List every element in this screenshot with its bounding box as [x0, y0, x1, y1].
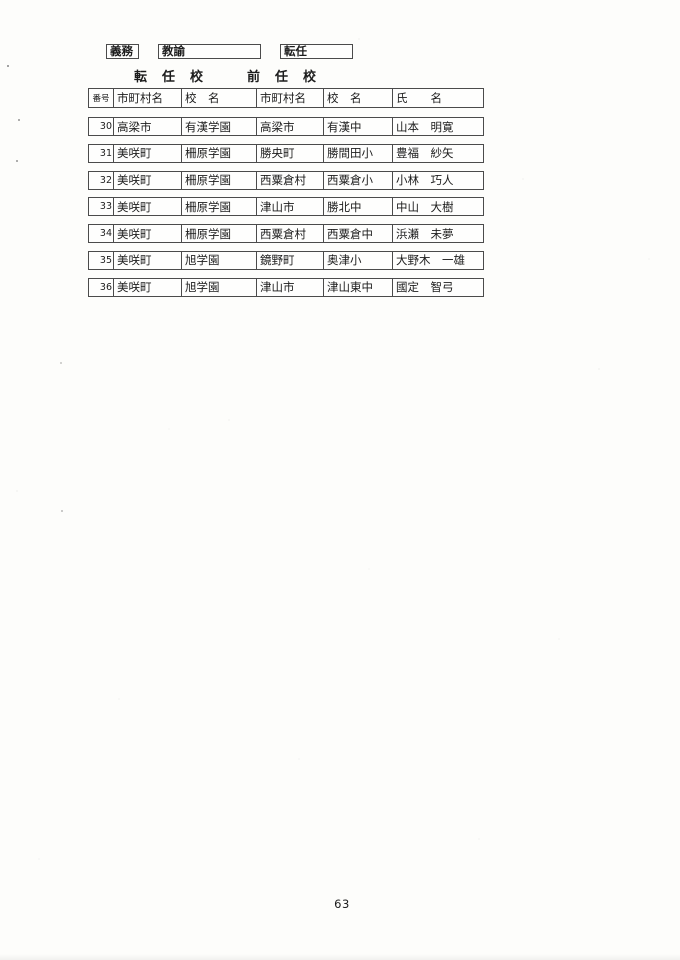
table-row: 32 美咲町 柵原学園 西粟倉村 西粟倉小 小林 巧人: [88, 170, 484, 190]
cell-prev-school: 有漢中: [324, 118, 393, 135]
cell-name: 大野木 一雄: [396, 253, 465, 268]
cell-prev-school: 勝間田小: [324, 144, 393, 162]
scan-edge-shadow: [0, 954, 680, 960]
cell-prev-school: 津山東中: [324, 278, 393, 296]
cell-prev-city: 勝央町: [257, 144, 324, 162]
table-row: 36 美咲町 旭学園 津山市 津山東中 國定 智弓: [88, 277, 484, 297]
category-box-kyoyu: 教諭: [158, 44, 261, 59]
cell-new-school: 柵原学園: [182, 171, 257, 189]
cell-new-school: 柵原学園: [182, 198, 257, 216]
header-cell-number: 番号: [89, 89, 114, 107]
cell-prev-school: 奥津小: [324, 251, 393, 269]
cell-prev-school: 西粟倉小: [324, 171, 393, 189]
cell-new-school: 柵原学園: [182, 225, 257, 243]
cell-new-city: 美咲町: [114, 144, 182, 162]
header-cell-prev-city: 市町村名: [257, 89, 324, 107]
cell-name: 浜瀬 未夢: [396, 226, 454, 241]
table-row: 35 美咲町 旭学園 鏡野町 奥津小 大野木 一雄: [88, 250, 484, 270]
cell-new-school: 柵原学園: [182, 144, 257, 162]
cell-prev-school: 勝北中: [324, 198, 393, 216]
cell-new-city: 美咲町: [114, 251, 182, 269]
cell-new-school: 旭学園: [182, 278, 257, 296]
cell-new-school: 旭学園: [182, 251, 257, 269]
cell-prev-school: 西粟倉中: [324, 225, 393, 243]
group-label-prev-school: 前 任 校: [247, 70, 318, 85]
cell-number: 36: [89, 278, 114, 296]
table-rows: 30 高梁市 有漢学園 高梁市 有漢中 山本 明寛 31 美咲町 柵原学園 勝央…: [88, 117, 484, 297]
cell-number: 33: [89, 198, 114, 216]
cell-new-city: 美咲町: [114, 278, 182, 296]
header-cell-new-school: 校 名: [182, 89, 257, 107]
cell-new-city: 美咲町: [114, 198, 182, 216]
table-row: 31 美咲町 柵原学園 勝央町 勝間田小 豊福 紗矢: [88, 143, 484, 163]
cell-number: 34: [89, 225, 114, 243]
table-row: 30 高梁市 有漢学園 高梁市 有漢中 山本 明寛: [88, 117, 484, 136]
group-label-new-school: 転 任 校: [134, 70, 205, 85]
cell-prev-city: 高梁市: [257, 118, 324, 135]
cell-name: 國定 智弓: [396, 280, 454, 295]
category-label-gimu: 義務: [110, 44, 133, 58]
category-box-gimu: 義務: [106, 44, 139, 59]
table-row: 34 美咲町 柵原学園 西粟倉村 西粟倉中 浜瀬 未夢: [88, 224, 484, 244]
cell-prev-city: 津山市: [257, 278, 324, 296]
header-cell-new-city: 市町村名: [114, 89, 182, 107]
cell-name: 小林 巧人: [396, 173, 454, 188]
cell-prev-city: 西粟倉村: [257, 171, 324, 189]
category-label-tennin: 転任: [284, 44, 307, 58]
cell-number: 32: [89, 171, 114, 189]
cell-number: 30: [89, 118, 114, 135]
cell-number: 31: [89, 144, 114, 162]
cell-prev-city: 津山市: [257, 198, 324, 216]
cell-prev-city: 西粟倉村: [257, 225, 324, 243]
category-box-tennin: 転任: [280, 44, 353, 59]
page-number: 63: [334, 897, 350, 911]
header-cell-name: 氏 名: [396, 91, 442, 105]
table-row: 33 美咲町 柵原学園 津山市 勝北中 中山 大樹: [88, 197, 484, 217]
cell-prev-city: 鏡野町: [257, 251, 324, 269]
scan-noise: [0, 0, 2, 2]
header-cell-prev-school: 校 名: [324, 89, 393, 107]
cell-name: 山本 明寛: [396, 119, 454, 134]
cell-new-school: 有漢学園: [182, 118, 257, 135]
cell-number: 35: [89, 251, 114, 269]
cell-new-city: 美咲町: [114, 225, 182, 243]
cell-name: 豊福 紗矢: [396, 146, 454, 161]
cell-name: 中山 大樹: [396, 199, 454, 214]
category-label-kyoyu: 教諭: [162, 44, 185, 58]
cell-new-city: 高梁市: [114, 118, 182, 135]
table-header: 番号 市町村名 校 名 市町村名 校 名 氏 名: [88, 88, 484, 108]
cell-new-city: 美咲町: [114, 171, 182, 189]
